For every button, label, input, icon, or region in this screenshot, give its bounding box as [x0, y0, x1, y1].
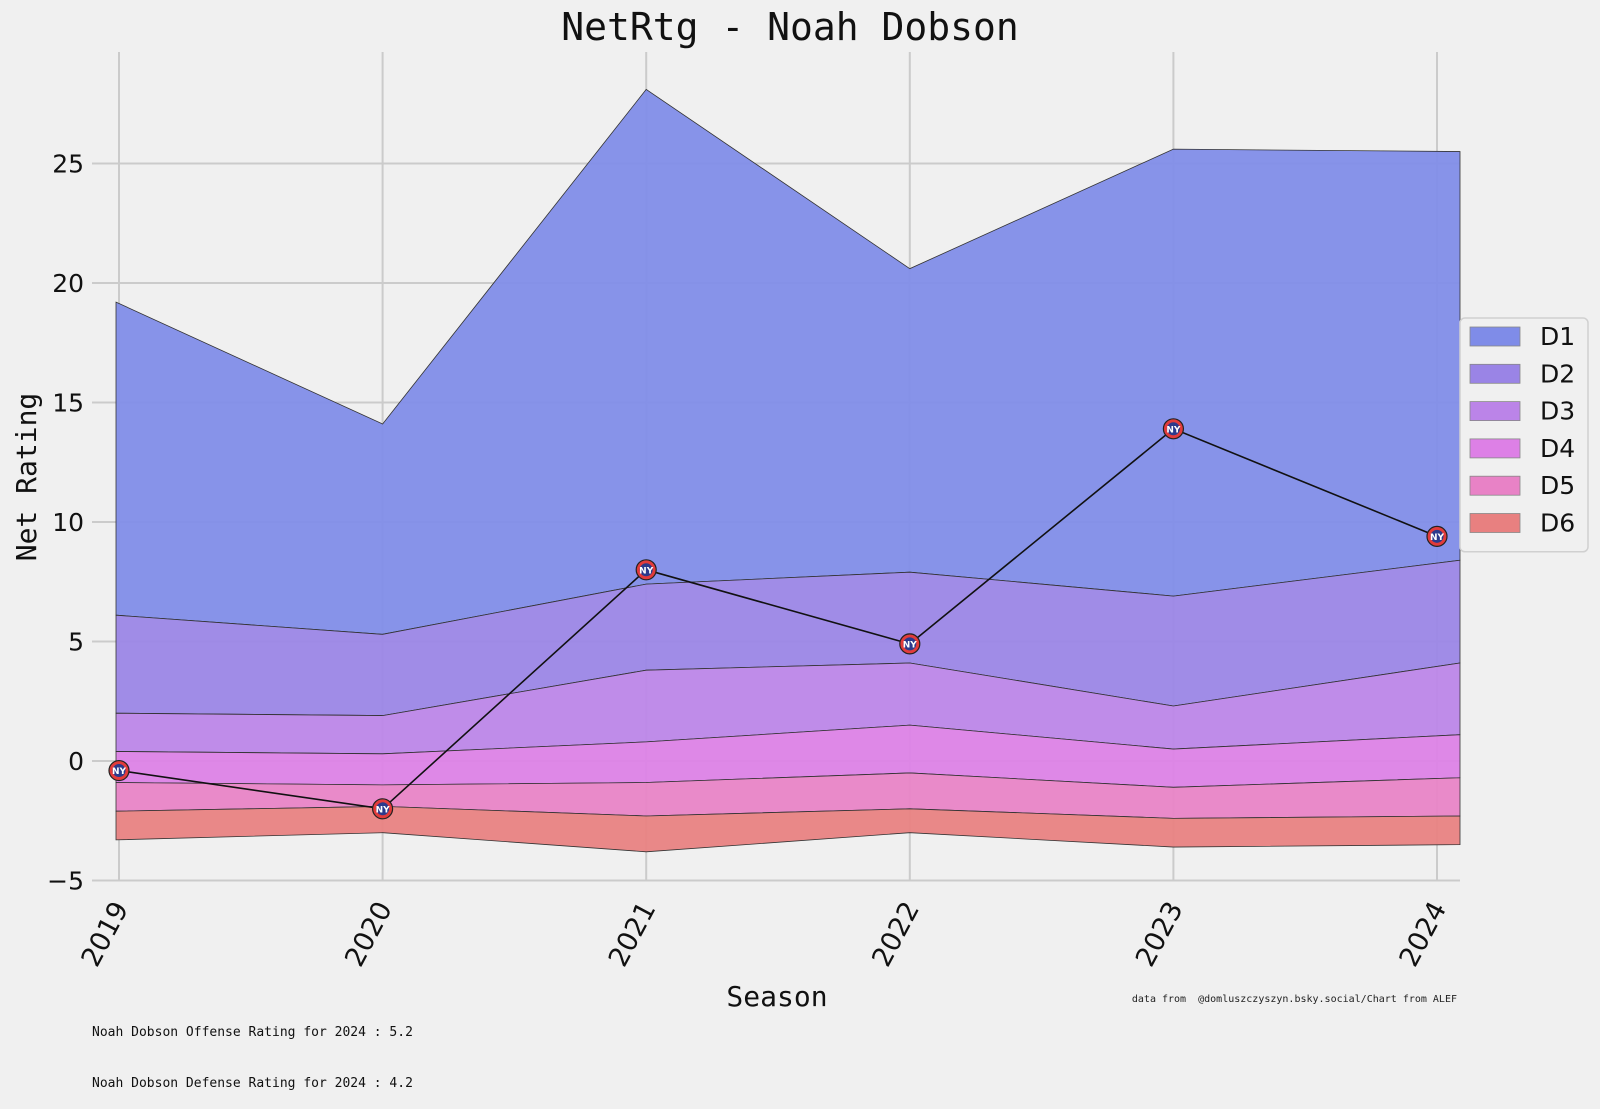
legend-swatch-d4: [1469, 438, 1521, 459]
y-tick-label: 15: [52, 389, 84, 418]
x-tick-label: 2023: [1130, 897, 1190, 972]
marker-core: [639, 563, 653, 577]
legend-label-d6: D6: [1540, 509, 1575, 538]
y-tick-label: −5: [47, 867, 84, 896]
marker-core: [112, 764, 126, 778]
islanders-logo-icon: NY: [1162, 418, 1185, 440]
defense-rating-note: Noah Dobson Defense Rating for 2024 : 4.…: [92, 1076, 413, 1091]
marker-core: [1430, 529, 1444, 543]
y-axis-label: Net Rating: [10, 393, 43, 562]
x-tick-label: 2022: [866, 897, 926, 972]
islanders-logo-icon: NY: [899, 633, 921, 655]
marker-text: NY: [112, 767, 127, 777]
offense-rating-note: Noah Dobson Offense Rating for 2024 : 5.…: [92, 1025, 413, 1040]
marker-core: [1166, 422, 1180, 436]
legend-label-d4: D4: [1540, 434, 1575, 463]
data-credit: data from @domluszczyszyn.bsky.social/Ch…: [1131, 994, 1457, 1005]
marker-text: NY: [639, 566, 654, 576]
x-tick-label: 2021: [603, 897, 663, 972]
islanders-logo-icon: NY: [635, 559, 657, 581]
band-d1: [115, 88, 1461, 635]
chart-title: NetRtg - Noah Dobson: [561, 5, 1019, 49]
area-bands: [115, 88, 1461, 853]
marker-text: NY: [376, 805, 391, 815]
y-tick-label: 0: [68, 747, 84, 776]
islanders-logo-icon: NY: [372, 798, 394, 820]
x-tick-label: 2020: [339, 897, 399, 972]
player-net-rating-line: [118, 427, 1438, 810]
x-tick-label: 2024: [1394, 897, 1454, 972]
y-tick-label: 5: [68, 628, 84, 657]
marker-text: NY: [1430, 533, 1445, 543]
y-tick-label: 10: [52, 508, 84, 537]
footer-notes: Noah Dobson Offense Rating for 2024 : 5.…: [92, 990, 413, 1109]
legend-label-d5: D5: [1540, 471, 1575, 500]
islanders-logo-icon: NY: [108, 759, 130, 782]
legend-label-d3: D3: [1540, 397, 1575, 426]
band-d6: [115, 806, 1461, 853]
marker-text: NY: [1166, 425, 1181, 435]
legend-swatch-d3: [1469, 401, 1521, 422]
marker-core: [376, 802, 390, 816]
marker-core: [903, 637, 917, 651]
legend-label-d1: D1: [1540, 322, 1575, 351]
player-line-layer: NY NY NY NY NY NY: [108, 418, 1448, 820]
x-axis-label: Season: [726, 980, 827, 1013]
x-tick-label: 2019: [76, 897, 136, 972]
legend-swatch-d5: [1469, 475, 1521, 496]
legend-swatch-d1: [1469, 326, 1521, 347]
legend: D1 D2 D3 D4 D5 D6: [1459, 317, 1589, 553]
y-tick-label: 25: [52, 150, 84, 179]
legend-swatch-d2: [1469, 363, 1521, 384]
legend-swatch-d6: [1469, 513, 1521, 533]
marker-text: NY: [903, 640, 918, 650]
y-tick-label: 20: [52, 269, 84, 298]
legend-label-d2: D2: [1540, 359, 1575, 388]
islanders-logo-icon: NY: [1426, 525, 1448, 547]
